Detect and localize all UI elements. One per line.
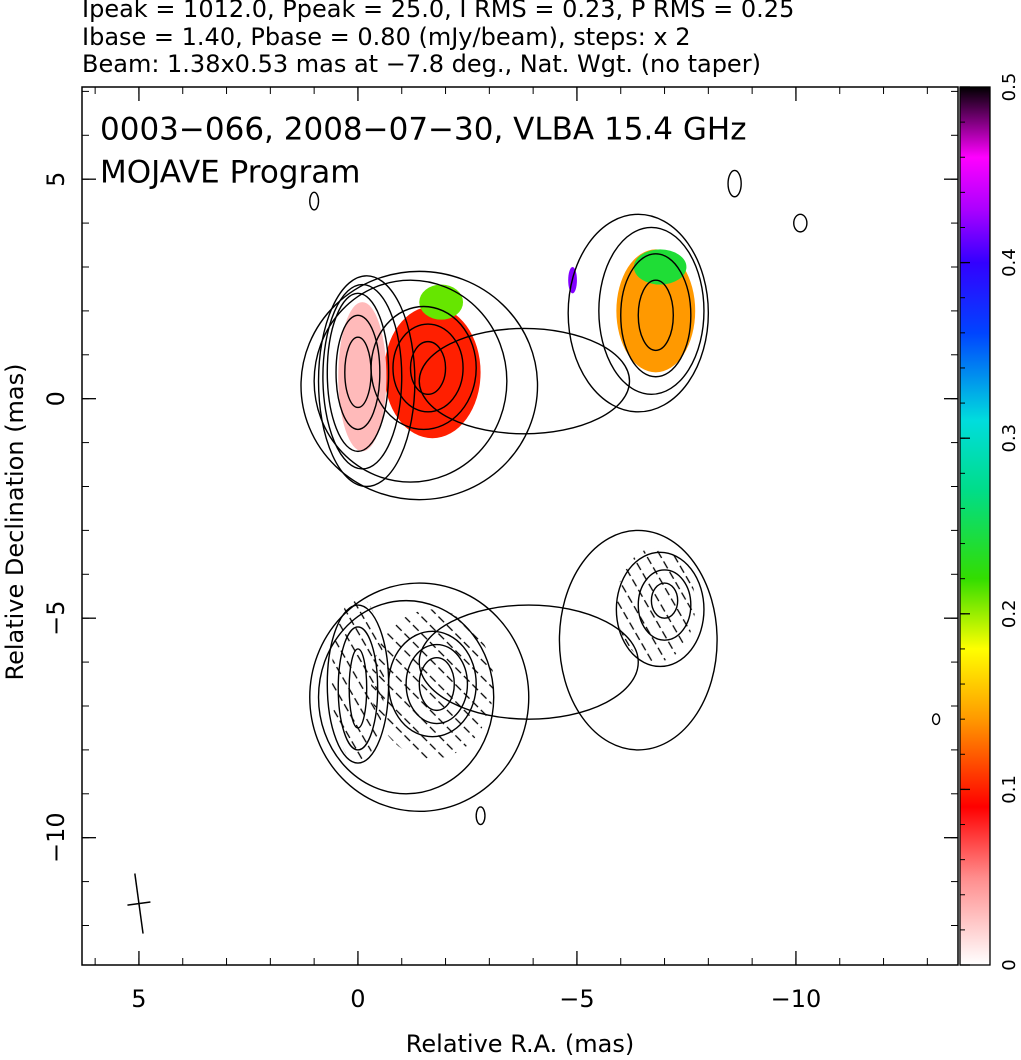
colorbar-tick-label: 0.1: [999, 775, 1020, 804]
x-tick-label: −5: [559, 985, 594, 1013]
plot-area: [127, 169, 941, 934]
x-axis-label: Relative R.A. (mas): [406, 1030, 634, 1058]
title-line: Ibase = 1.40, Pbase = 0.80 (mJy/beam), s…: [82, 23, 691, 51]
contour: [309, 191, 320, 211]
evpa-region: [331, 596, 385, 764]
contour: [335, 314, 381, 431]
contour: [418, 327, 631, 435]
x-tick-label: 0: [350, 985, 365, 1013]
pol-region: [633, 249, 687, 285]
contour: [418, 604, 639, 720]
contour: [620, 253, 692, 378]
colorbar-tick-label: 0.4: [999, 248, 1020, 277]
contour: [405, 643, 469, 725]
evpa-region: [616, 547, 696, 663]
contour: [326, 292, 390, 453]
x-tick-label: 5: [131, 985, 146, 1013]
contour: [409, 340, 447, 395]
pol-region: [384, 306, 481, 439]
y-tick-label: −10: [42, 812, 70, 863]
contour: [793, 213, 808, 233]
contour: [598, 226, 705, 396]
x-tick-label: −10: [771, 985, 822, 1013]
contour: [387, 630, 477, 738]
contour: [313, 279, 508, 483]
contour: [309, 582, 530, 813]
contour: [317, 275, 416, 488]
title-line: Ipeak = 1012.0, Ppeak = 25.0, I RMS = 0.…: [82, 0, 794, 23]
contour: [475, 806, 486, 826]
contour: [615, 551, 705, 668]
colorbar: [959, 86, 991, 966]
contour: [418, 656, 456, 712]
contour: [300, 270, 539, 501]
contour: [650, 582, 679, 619]
colorbar-tick-label: 0.3: [999, 424, 1020, 453]
contour: [558, 529, 718, 751]
colorbar-tick-label: 0.2: [999, 599, 1020, 628]
y-tick-label: 5: [42, 172, 70, 187]
title-line: Beam: 1.38x0.53 mas at −7.8 deg., Nat. W…: [82, 50, 761, 78]
contour: [637, 279, 675, 352]
contour: [637, 569, 692, 641]
annotation: 0003−066, 2008−07−30, VLBA 15.4 GHz: [100, 112, 746, 148]
contour: [931, 713, 941, 726]
y-axis-label: Relative Declination (mas): [1, 363, 29, 680]
pol-region: [419, 284, 464, 320]
colorbar-tick-label: 0: [999, 959, 1020, 970]
contour: [348, 648, 368, 729]
y-tick-label: 0: [42, 391, 70, 406]
contour: [727, 169, 742, 198]
contour: [370, 305, 477, 431]
beam-minor: [127, 901, 151, 906]
contour: [392, 323, 464, 413]
annotation: MOJAVE Program: [100, 155, 360, 191]
y-tick-label: −5: [42, 600, 70, 635]
contour: [317, 599, 495, 795]
contour: [337, 626, 379, 751]
plot-frame: [81, 86, 959, 966]
pol-region: [338, 302, 387, 452]
colorbar-tick-label: 0.5: [999, 73, 1020, 102]
contour: [567, 213, 710, 413]
